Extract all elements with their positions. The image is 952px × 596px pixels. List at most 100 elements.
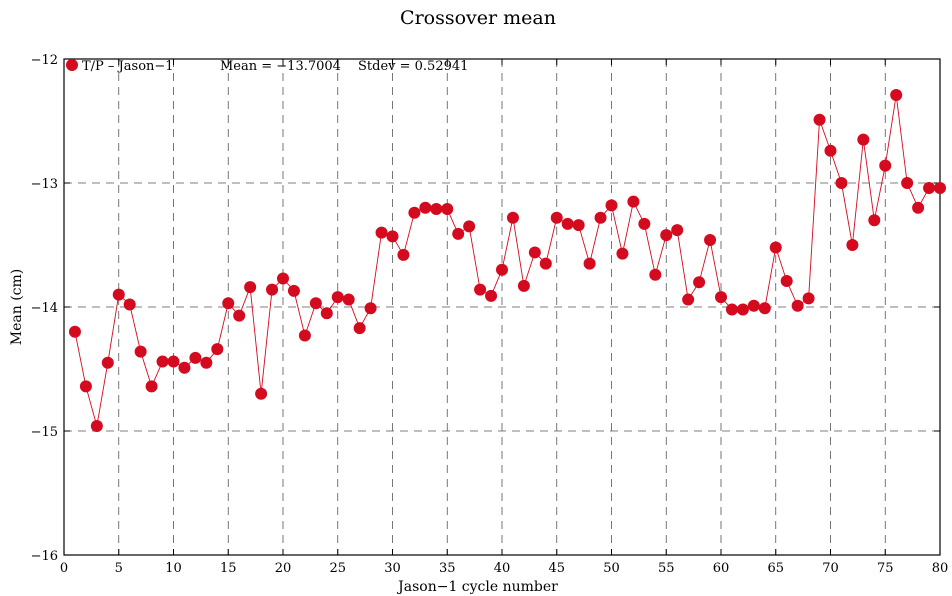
data-point: [627, 195, 640, 208]
x-tick-label: 20: [275, 561, 292, 576]
data-point: [244, 281, 257, 294]
data-point: [934, 181, 946, 194]
data-point: [309, 297, 322, 310]
data-point: [539, 257, 552, 270]
x-tick-label: 45: [548, 561, 565, 576]
data-point: [342, 293, 355, 306]
data-point: [747, 299, 760, 312]
legend: T/P – Jason−1 Mean = −13.7004 Stdev = 0.…: [66, 59, 468, 74]
legend-stdev: Stdev = 0.52941: [358, 59, 468, 74]
x-tick-label: 0: [60, 561, 68, 576]
data-point: [780, 274, 793, 287]
x-tick-label: 15: [220, 561, 237, 576]
y-tick-label: −13: [31, 177, 58, 192]
x-tick-label: 70: [822, 561, 839, 576]
data-point: [901, 177, 914, 189]
x-tick-label: 35: [439, 561, 456, 576]
data-point: [145, 380, 158, 393]
data-point: [550, 211, 563, 224]
x-tick-labels: 0 5 10 15 20 25 30 35 40 45 50 55 60 65 70 75 80: [60, 561, 948, 576]
data-point: [506, 211, 519, 224]
data-point: [879, 159, 892, 172]
data-point: [835, 177, 848, 189]
data-point: [452, 227, 465, 240]
x-tick-label: 55: [658, 561, 675, 576]
data-point: [441, 203, 454, 216]
data-point: [813, 113, 826, 126]
data-point: [857, 133, 870, 146]
data-point: [397, 248, 410, 261]
data-point: [791, 299, 804, 312]
data-point: [725, 303, 738, 316]
data-point: [824, 144, 837, 157]
data-point: [517, 279, 530, 292]
data-point: [616, 247, 629, 260]
data-point: [134, 345, 147, 358]
x-tick-label: 5: [115, 561, 123, 576]
data-point: [287, 284, 300, 297]
y-tick-label: −15: [31, 425, 58, 440]
legend-marker: [66, 59, 78, 71]
data-point: [682, 293, 695, 306]
data-point: [353, 322, 366, 335]
data-point: [386, 230, 399, 243]
y-tick-label: −12: [31, 53, 58, 68]
y-tick-label: −14: [31, 301, 58, 316]
x-tick-label: 65: [767, 561, 784, 576]
data-point: [846, 239, 859, 251]
data-point: [715, 291, 727, 304]
series-line: [74, 94, 940, 427]
data-point: [496, 263, 508, 276]
x-tick-label: 30: [384, 561, 401, 576]
data-point: [419, 201, 432, 214]
chart-title: Crossover mean: [400, 7, 556, 29]
data-point: [123, 298, 136, 311]
data-point: [189, 351, 202, 364]
data-point: [90, 420, 103, 433]
data-point: [594, 211, 607, 224]
data-point: [222, 297, 235, 310]
x-tick-label: 75: [877, 561, 894, 576]
data-point: [671, 224, 684, 237]
data-point: [890, 88, 903, 101]
data-point: [211, 343, 224, 356]
data-point: [660, 229, 673, 242]
x-tick-label: 60: [713, 561, 730, 576]
data-point: [200, 356, 213, 369]
x-axis-label: Jason−1 cycle number: [396, 579, 558, 595]
data-point: [802, 292, 815, 305]
data-point: [693, 276, 706, 289]
data-point: [912, 201, 925, 214]
data-point: [528, 246, 541, 259]
legend-entry: T/P – Jason−1: [82, 59, 174, 74]
legend-mean: Mean = −13.7004: [220, 59, 341, 74]
data-point: [868, 214, 881, 227]
data-point: [331, 291, 344, 304]
data-point: [430, 203, 443, 216]
data-point: [605, 199, 618, 212]
data-point: [178, 361, 191, 374]
data-point: [758, 302, 771, 315]
series-plot: [68, 88, 946, 433]
data-point: [463, 220, 476, 233]
data-point: [156, 355, 169, 368]
data-point: [375, 226, 388, 239]
data-point: [649, 268, 662, 281]
data-point: [769, 241, 782, 254]
data-point: [277, 272, 289, 285]
y-tick-label: −16: [31, 549, 58, 564]
data-point: [298, 329, 311, 342]
data-point: [736, 303, 749, 316]
data-point: [364, 302, 377, 315]
x-tick-label: 80: [932, 561, 949, 576]
data-point: [583, 257, 596, 270]
y-tick-labels: −16 −15 −14 −13 −12: [31, 53, 58, 564]
x-tick-label: 50: [603, 561, 620, 576]
data-point: [704, 234, 717, 247]
data-point: [68, 325, 81, 338]
data-point: [485, 289, 498, 302]
data-point: [79, 380, 92, 393]
data-point: [255, 387, 268, 400]
data-point: [408, 206, 421, 219]
